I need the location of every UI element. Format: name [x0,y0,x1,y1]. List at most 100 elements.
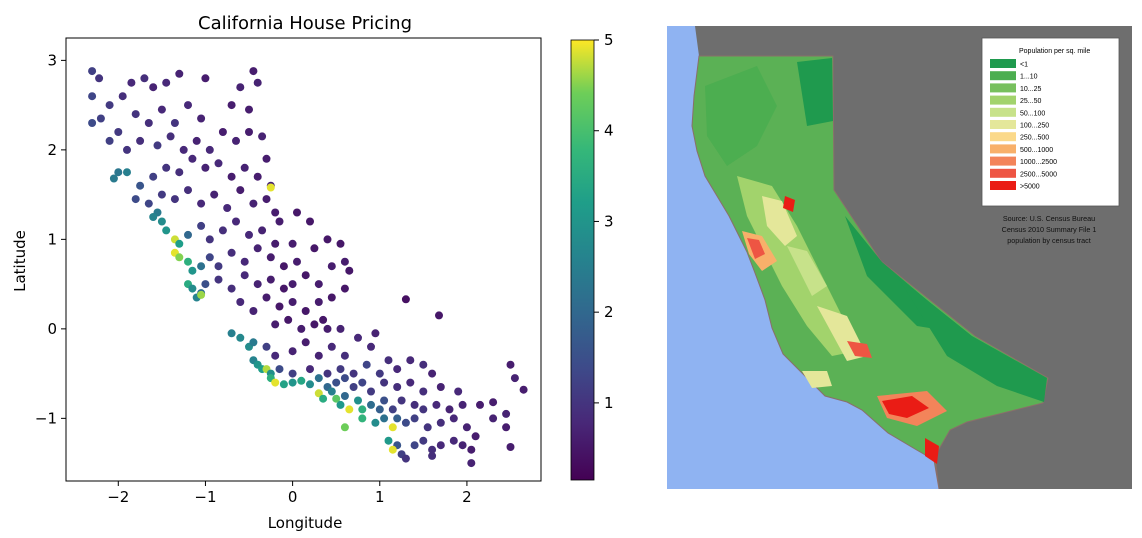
scatter-point [301,271,310,280]
legend-label: >5000 [1020,184,1040,191]
colorbar-ticks: 1 2 3 4 5 [594,31,614,412]
scatter-point [232,136,240,145]
y-tick-label: 0 [47,320,57,338]
scatter-point [262,342,271,351]
scatter-point [109,174,118,183]
scatter-point [258,226,267,235]
scatter-point [436,441,445,450]
scatter-point [279,284,288,293]
scatter-point [419,360,428,369]
scatter-point [306,217,314,226]
scatter-point [401,454,410,463]
colorbar-tick-label: 5 [604,31,614,49]
scatter-point [96,114,105,123]
scatter-point [153,141,162,150]
scatter-point [358,378,367,387]
scatter-point [380,378,389,387]
scatter-point [249,307,258,315]
scatter-point [253,172,262,181]
scatter-point [288,347,297,356]
scatter-point [201,163,210,172]
legend-label: 1...10 [1020,74,1038,81]
scatter-point [197,290,206,299]
scatter-point [249,199,258,208]
scatter-point [149,172,158,181]
scatter-point [131,195,140,204]
scatter-point [175,168,184,177]
x-axis-ticks: −2 −1 0 1 2 [107,481,472,506]
legend-label: 1000...2500 [1020,159,1057,166]
legend-swatch [990,107,1016,117]
legend-swatch [990,95,1016,105]
scatter-point [279,262,288,271]
scatter-point [449,436,458,445]
legend-label: 10...25 [1020,86,1042,93]
scatter-point [340,392,349,400]
scatter-point [301,338,310,347]
scatter-point [136,181,145,190]
legend-swatch [990,132,1016,142]
scatter-point [471,432,480,441]
y-axis-ticks: −1 0 1 2 3 [35,51,66,427]
scatter-point [266,275,275,284]
scatter-point [144,119,153,127]
scatter-point [105,101,114,110]
scatter-point [279,380,288,389]
scatter-point [140,74,149,83]
scatter-point [123,145,131,154]
scatter-point [227,172,236,181]
scatter-point [406,356,415,365]
legend-swatch [990,156,1016,166]
legend-label: 25...50 [1020,98,1042,105]
legend-label: <1 [1020,62,1028,69]
scatter-point [323,324,332,333]
scatter-point [288,239,297,248]
scatter-point [310,320,319,329]
scatter-point [314,351,323,360]
scatter-point [306,365,314,374]
scatter-point [162,226,171,235]
scatter-point [349,383,358,391]
scatter-point [205,235,214,244]
scatter-point [136,136,145,145]
scatter-point [358,414,367,423]
scatter-point [327,387,336,396]
scatter-point [245,105,253,114]
scatter-point [184,101,192,110]
scatter-point [275,365,284,374]
scatter-point [419,405,428,414]
map-source: Source: U.S. Census Bureau Census 2010 S… [1002,214,1097,245]
scatter-point [502,423,511,432]
scatter-point [253,244,262,253]
scatter-point [297,324,306,333]
y-tick-label: 2 [47,141,57,159]
scatter-point [327,342,336,351]
scatter-point [88,119,97,127]
scatter-point [358,405,367,414]
scatter-point [88,92,97,101]
scatter-point [127,78,136,87]
scatter-point [419,436,428,445]
scatter-point [227,248,236,257]
scatter-point [275,217,284,226]
scatter-point [214,159,223,168]
scatter-point [345,405,354,414]
scatter-point [271,239,280,248]
scatter-point [319,394,328,403]
scatter-point [401,418,410,427]
scatter-point [354,333,362,342]
scatter-point [367,387,375,396]
scatter-point [332,394,341,403]
scatter-point [157,217,166,226]
scatter-point [489,414,498,423]
scatter-point [419,387,428,396]
scatter-point [175,239,184,248]
scatter-point [336,400,345,409]
x-axis-label: Longitude [268,514,343,532]
legend-label: 50...100 [1020,110,1045,117]
scatter-point [410,441,419,450]
scatter-point [210,190,219,199]
scatter-point [188,284,197,293]
scatter-point [271,351,280,360]
scatter-point [170,195,179,204]
